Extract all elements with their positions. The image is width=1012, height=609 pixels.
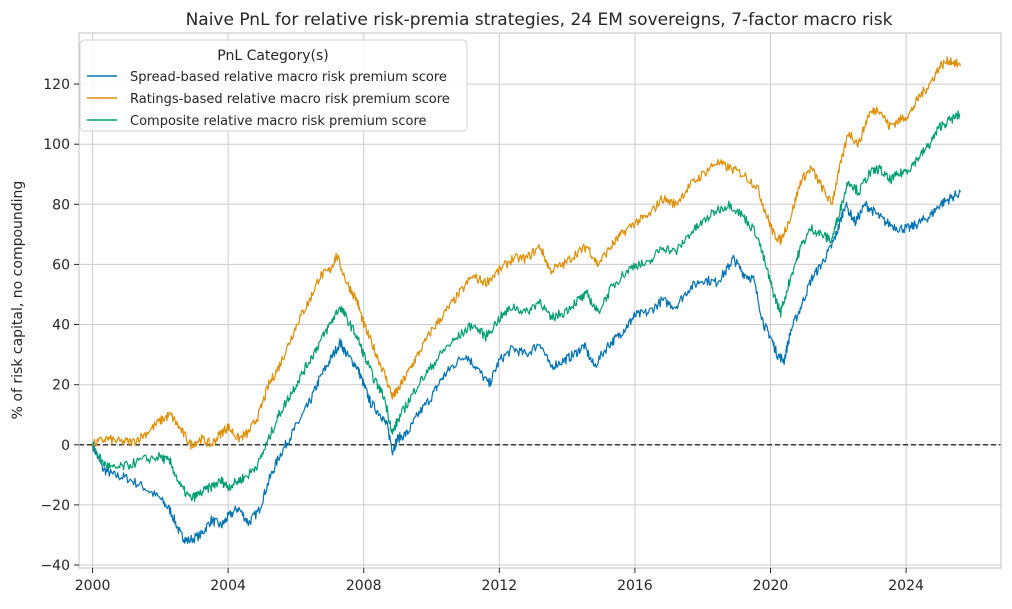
series-group [92, 56, 961, 545]
plot-frame [78, 32, 1002, 569]
y-tick-label: 120 [43, 77, 70, 93]
chart-title: Naive PnL for relative risk-premia strat… [186, 10, 893, 30]
y-axis-label: % of risk capital, no compounding [10, 181, 26, 420]
x-tick-label: 2004 [210, 578, 246, 594]
legend-label: Spread-based relative macro risk premium… [130, 70, 447, 85]
y-tick-label: 100 [43, 137, 70, 153]
x-tick-label: 2000 [75, 578, 111, 594]
y-tick-label: 60 [52, 257, 70, 273]
y-tick-label: 40 [52, 318, 70, 334]
x-tick-label: 2020 [753, 578, 789, 594]
x-tick-label: 2012 [481, 578, 517, 594]
legend: PnL Category(s) Spread-based relative ma… [79, 39, 468, 132]
y-tick-label: −20 [40, 498, 70, 514]
y-tick-label: 80 [52, 197, 70, 213]
legend-items: Spread-based relative macro risk premium… [87, 70, 450, 129]
legend-box [79, 39, 468, 132]
y-axis: −40 −20 0 20 40 60 80 100 120 [40, 77, 79, 574]
series-line-2 [92, 56, 961, 450]
y-tick-label: 20 [52, 378, 70, 394]
x-tick-label: 2008 [346, 578, 382, 594]
y-tick-label: 0 [61, 438, 70, 454]
x-tick-label: 2024 [888, 578, 924, 594]
legend-title: PnL Category(s) [217, 48, 329, 64]
series-line-1 [92, 189, 961, 545]
x-tick-label: 2016 [617, 578, 653, 594]
x-axis: 2000 2004 2008 2012 2016 2020 2024 [75, 568, 924, 594]
legend-label: Ratings-based relative macro risk premiu… [130, 92, 450, 107]
y-tick-label: −40 [40, 558, 70, 574]
legend-label: Composite relative macro risk premium sc… [130, 114, 427, 129]
series-line-3 [92, 110, 961, 503]
